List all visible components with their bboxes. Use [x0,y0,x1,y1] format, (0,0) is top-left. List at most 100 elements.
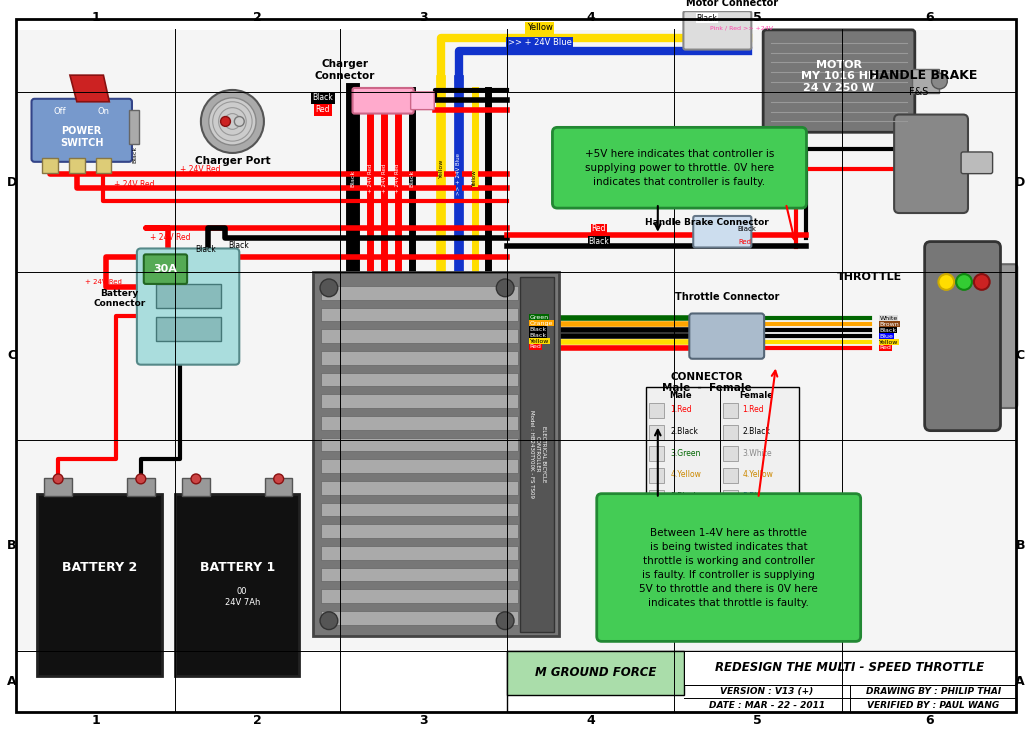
Text: M GROUND FORCE: M GROUND FORCE [535,666,656,680]
Text: Black: Black [195,245,216,254]
Bar [321,416,518,430]
Text: VERIFIED BY : PAUL WANG: VERIFIED BY : PAUL WANG [867,701,1000,710]
Text: On: On [97,107,109,116]
Text: Black: Black [529,327,547,331]
Text: 6: 6 [925,10,933,23]
Text: Brown: Brown [879,322,899,327]
Bar [129,110,139,144]
Text: Black: Black [313,93,333,102]
Text: 2.Black: 2.Black [742,427,770,436]
Text: Green: Green [529,315,549,320]
Text: BATTERY 2: BATTERY 2 [62,561,137,574]
Text: 1.Red: 1.Red [671,405,692,415]
Text: Yellow: Yellow [529,339,549,344]
Text: 3.Green: 3.Green [671,449,701,458]
Text: CONNECTOR
Male  -  Female: CONNECTOR Male - Female [663,372,752,393]
Bar [17,30,1015,650]
FancyBboxPatch shape [137,248,239,365]
Bar [313,272,559,637]
Bar [265,478,292,496]
Text: Yellow: Yellow [439,159,444,178]
FancyBboxPatch shape [694,216,751,247]
Circle shape [932,73,947,89]
Bar [722,403,738,418]
Circle shape [221,117,230,126]
Bar [183,478,209,496]
FancyBboxPatch shape [683,11,751,50]
Text: Female: Female [739,391,773,400]
Text: 6.Orange: 6.Orange [671,514,706,523]
FancyBboxPatch shape [353,88,414,114]
Text: Black: Black [697,14,717,23]
Text: Red: Red [879,345,892,350]
Circle shape [191,474,201,484]
Bar [684,651,1017,685]
Bar [156,318,221,341]
FancyBboxPatch shape [689,313,764,358]
Text: + 24V Red: + 24V Red [115,180,155,189]
Bar [507,651,1017,712]
Bar [156,284,221,307]
Text: + 24V Red: + 24V Red [150,233,190,242]
Text: Yellow: Yellow [526,23,552,32]
Text: A: A [1015,675,1025,688]
Bar [127,478,155,496]
Text: B: B [7,539,17,552]
Text: 5.Black: 5.Black [671,492,699,501]
Text: D: D [1015,175,1026,188]
Text: DATE : MAR - 22 - 2011: DATE : MAR - 22 - 2011 [709,701,826,710]
Text: >> + 24V Blue: >> + 24V Blue [456,153,461,195]
Text: F&S: F&S [909,87,929,97]
Text: Orange: Orange [529,320,553,326]
Text: Battery
Connector: Battery Connector [93,289,146,308]
Bar [321,437,518,451]
Text: 4.Yellow: 4.Yellow [671,470,702,480]
Text: + 24V Red: + 24V Red [181,165,221,174]
Bar [649,447,664,461]
Bar [321,372,518,386]
Text: + 24V Red: + 24V Red [382,164,387,193]
Text: 3.White: 3.White [742,449,772,458]
Text: Black: Black [879,328,897,333]
Circle shape [320,612,337,629]
Text: Pink / Red >> +24V: Pink / Red >> +24V [710,26,773,31]
Bar [321,286,518,300]
Text: 3: 3 [419,714,427,726]
Text: + 24V Red: + 24V Red [395,164,400,193]
Text: 6.Brown: 6.Brown [742,514,774,523]
Text: Black: Black [529,333,547,338]
Bar [649,512,664,526]
Text: 3: 3 [419,10,427,23]
Bar [646,388,799,533]
FancyBboxPatch shape [992,264,1018,408]
Text: VERSION : V13 (+): VERSION : V13 (+) [720,687,813,696]
Text: Charger
Connector: Charger Connector [315,59,375,81]
Text: 2: 2 [253,714,262,726]
Text: Red: Red [591,224,606,234]
Text: Black: Black [737,226,756,232]
Bar [649,468,664,483]
Text: C: C [7,350,17,362]
Text: Black: Black [350,170,355,187]
FancyBboxPatch shape [925,242,1000,431]
Text: C: C [1015,350,1025,362]
Bar [321,351,518,365]
Text: Red: Red [529,345,542,350]
Text: 5: 5 [753,10,762,23]
Bar [321,394,518,408]
Text: White: White [879,316,898,321]
Bar [321,546,518,560]
Text: Black: Black [132,145,137,163]
Circle shape [320,279,337,296]
Text: 1: 1 [91,714,100,726]
Bar [321,567,518,581]
Text: THROTTLE: THROTTLE [837,272,902,282]
Bar [69,158,85,173]
Circle shape [201,90,264,153]
Bar [175,493,299,676]
Circle shape [496,612,514,629]
Text: 4: 4 [586,10,594,23]
Text: HANDLE BRAKE: HANDLE BRAKE [870,69,978,82]
Text: Male: Male [669,391,691,400]
Text: + 24V Red: + 24V Red [85,279,122,285]
